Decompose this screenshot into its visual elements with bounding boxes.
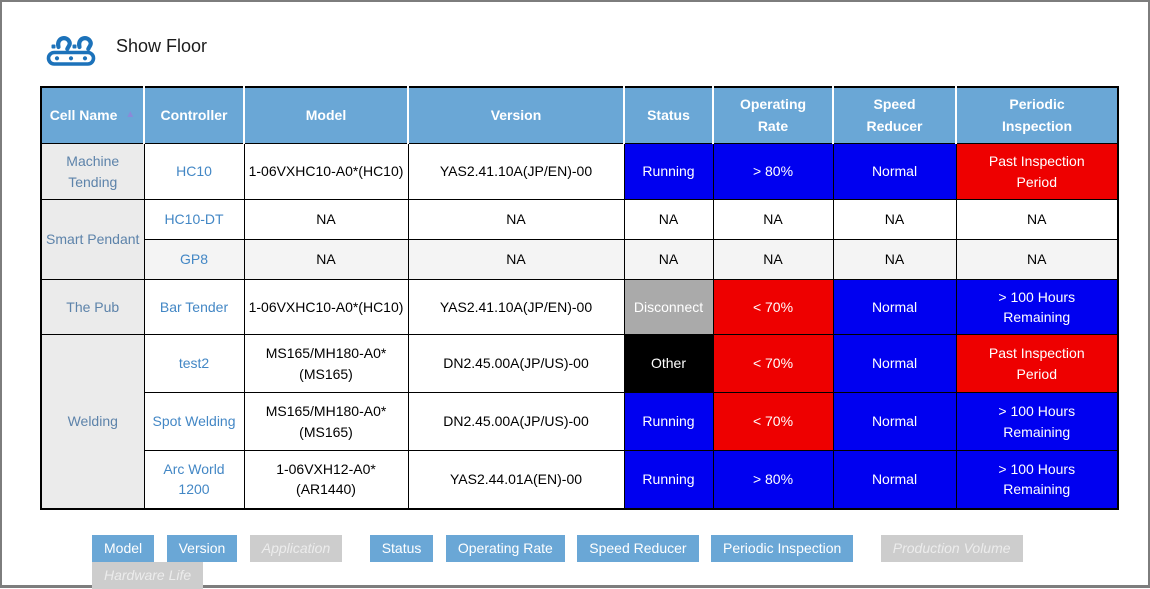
column-header-controller[interactable]: Controller (143, 87, 244, 144)
version-cell: YAS2.44.01A(EN)-00 (407, 450, 625, 509)
filter-button-hardware-life: Hardware Life (92, 561, 204, 589)
version-cell: NA (407, 199, 625, 240)
status-cell: Running (623, 143, 714, 200)
column-label: Cell Name (49, 106, 118, 123)
filter-button-periodic-inspection[interactable]: Periodic Inspection (711, 534, 854, 562)
periodic-inspection-cell: > 100 Hours Remaining (955, 392, 1119, 451)
filter-button-speed-reducer[interactable]: Speed Reducer (577, 534, 699, 562)
operating-rate-cell: < 70% (712, 334, 834, 393)
column-header-model[interactable]: Model (243, 87, 408, 144)
filter-button-status[interactable]: Status (369, 534, 434, 562)
operating-rate-cell: < 70% (712, 279, 834, 335)
table-row: The Pub Bar Tender 1-06VXHC10-A0*(HC10) … (40, 279, 1119, 335)
speed-reducer-cell: Normal (832, 279, 957, 335)
table-row: Arc World 1200 1-06VXH12-A0*(AR1440) YAS… (41, 450, 1119, 509)
cell-name: The Pub (40, 279, 145, 335)
speed-reducer-cell: Normal (832, 143, 957, 200)
operating-rate-cell: > 80% (712, 450, 834, 509)
filter-button-operating-rate[interactable]: Operating Rate (445, 534, 565, 562)
filter-button-model[interactable]: Model (92, 534, 155, 562)
version-cell: YAS2.41.10A(JP/EN)-00 (407, 143, 625, 200)
model-cell: NA (243, 199, 409, 240)
column-header-status[interactable]: Status (623, 87, 713, 144)
model-cell: MS165/MH180-A0* (MS165) (243, 392, 409, 451)
speed-reducer-cell: NA (832, 239, 957, 280)
table-row: Smart Pendant HC10-DT NA NA NA NA NA NA (40, 199, 1119, 280)
controller-link[interactable]: GP8 (143, 239, 245, 280)
cell-name: Machine Tending (40, 143, 145, 200)
status-cell: Running (623, 392, 714, 451)
cell-name: Smart Pendant (40, 199, 145, 280)
operating-rate-cell: < 70% (712, 392, 834, 451)
sort-asc-icon: ▲ (125, 108, 136, 120)
table-row: Spot Welding MS165/MH180-A0* (MS165) DN2… (41, 392, 1119, 451)
filter-button-bar: Model Version Application Status Operati… (92, 534, 1148, 589)
page-title: Show Floor (116, 35, 208, 56)
controller-link[interactable]: Bar Tender (143, 279, 245, 335)
model-cell: MS165/MH180-A0* (MS165) (243, 334, 409, 393)
model-cell: 1-06VXHC10-A0*(HC10) (243, 143, 409, 200)
status-cell: Disconnect (623, 279, 714, 335)
periodic-inspection-cell: > 100 Hours Remaining (955, 279, 1119, 335)
table-row: Machine Tending HC10 1-06VXHC10-A0*(HC10… (40, 143, 1119, 200)
column-header-version[interactable]: Version (407, 87, 624, 144)
column-header-periodic-inspection[interactable]: Periodic Inspection (955, 87, 1118, 144)
version-cell: NA (407, 239, 625, 280)
filter-button-application: Application (249, 534, 343, 562)
periodic-inspection-cell: Past Inspection Period (955, 334, 1119, 393)
operating-rate-cell: > 80% (712, 143, 834, 200)
column-header-cell-name[interactable]: Cell Name ▲ (41, 87, 144, 144)
table-header-row: Cell Name ▲ Controller Model Version Stat… (41, 87, 1118, 144)
version-cell: DN2.45.00A(JP/US)-00 (407, 334, 625, 393)
model-cell: NA (243, 239, 409, 280)
table-row: GP8 NA NA NA NA NA NA (41, 239, 1119, 280)
status-cell: Running (623, 450, 714, 509)
controller-link[interactable]: HC10-DT (143, 199, 245, 240)
status-cell: NA (623, 239, 714, 280)
table-row: Welding test2 MS165/MH180-A0* (MS165) DN… (40, 334, 1119, 509)
filter-button-version[interactable]: Version (166, 534, 238, 562)
model-cell: 1-06VXHC10-A0*(HC10) (243, 279, 409, 335)
periodic-inspection-cell: > 100 Hours Remaining (955, 450, 1119, 509)
controller-link[interactable]: HC10 (143, 143, 245, 200)
page-header: Show Floor (2, 2, 1148, 66)
version-cell: YAS2.41.10A(JP/EN)-00 (407, 279, 625, 335)
model-cell: 1-06VXH12-A0*(AR1440) (243, 450, 409, 509)
periodic-inspection-cell: Past Inspection Period (955, 143, 1119, 200)
speed-reducer-cell: NA (832, 199, 957, 240)
speed-reducer-cell: Normal (832, 392, 957, 451)
operating-rate-cell: NA (712, 239, 834, 280)
show-floor-table: Cell Name ▲ Controller Model Version Stat… (40, 86, 1119, 510)
column-header-operating-rate[interactable]: Operating Rate (712, 87, 833, 144)
filter-button-production-volume: Production Volume (880, 534, 1023, 562)
periodic-inspection-cell: NA (955, 199, 1119, 240)
periodic-inspection-cell: NA (955, 239, 1119, 280)
status-cell: NA (623, 199, 714, 240)
speed-reducer-cell: Normal (832, 334, 957, 393)
controller-link[interactable]: Spot Welding (143, 392, 245, 451)
robot-conveyor-icon (46, 36, 96, 66)
version-cell: DN2.45.00A(JP/US)-00 (407, 392, 625, 451)
cell-name: Welding (40, 334, 145, 509)
status-cell: Other (623, 334, 714, 393)
controller-link[interactable]: Arc World 1200 (143, 450, 245, 509)
column-header-speed-reducer[interactable]: Speed Reducer (832, 87, 956, 144)
speed-reducer-cell: Normal (832, 450, 957, 509)
controller-link[interactable]: test2 (143, 334, 245, 393)
operating-rate-cell: NA (712, 199, 834, 240)
